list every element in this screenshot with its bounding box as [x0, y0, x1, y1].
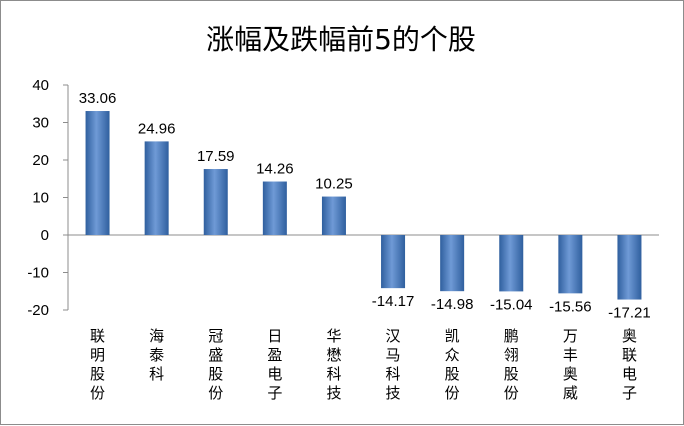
data-label: 10.25 [315, 176, 353, 193]
category-label: 奥联电子 [622, 327, 637, 402]
data-label: 17.59 [197, 148, 235, 165]
y-tick-label: -10 [27, 265, 49, 282]
category-label: 汉马科技 [386, 327, 401, 402]
category-label: 海泰科 [149, 327, 164, 383]
bar [144, 141, 169, 235]
category-labels: 联明股份 海泰科 冠盛股份 日盈电子 华懋科技 汉马科技 凯众股份 鹏翎股份 万丰奥威 奥联电子 [90, 327, 637, 402]
category-label: 鹏翎股份 [504, 327, 519, 402]
y-tick-label: -20 [27, 302, 49, 319]
chart-title: 涨幅及跌幅前5的个股 [206, 23, 476, 56]
data-label: -17.21 [608, 305, 651, 322]
data-label: -14.98 [431, 296, 474, 313]
category-label: 华懋科技 [326, 327, 341, 402]
y-tick-label: 40 [32, 77, 49, 94]
bar [558, 235, 583, 294]
data-label: -15.04 [490, 296, 533, 313]
y-tick-label: 30 [32, 115, 49, 132]
category-label: 凯众股份 [445, 327, 460, 402]
bar [499, 235, 524, 292]
bar [440, 235, 465, 292]
bar [321, 196, 346, 235]
data-label: -15.56 [549, 298, 592, 315]
y-tick-label: 0 [41, 227, 49, 244]
category-label: 万丰奥威 [563, 327, 578, 402]
y-tick-label: 10 [32, 190, 49, 207]
bars [85, 111, 642, 300]
category-label: 联明股份 [90, 327, 105, 402]
bar [203, 169, 228, 235]
bar [262, 181, 287, 235]
y-axis: 40 30 20 10 0 -10 -20 [27, 77, 49, 319]
data-labels: 33.06 24.96 17.59 14.26 10.25 -14.17 -14.98 -15… [79, 90, 651, 322]
data-label: -14.17 [372, 293, 415, 310]
category-label: 冠盛股份 [208, 327, 223, 402]
data-label: 33.06 [79, 90, 117, 107]
category-label: 日盈电子 [267, 327, 282, 402]
bar [381, 235, 406, 289]
data-label: 24.96 [138, 120, 176, 137]
bar [85, 111, 110, 235]
bar [617, 235, 642, 300]
y-tick-label: 20 [32, 152, 49, 169]
data-label: 14.26 [256, 161, 294, 178]
